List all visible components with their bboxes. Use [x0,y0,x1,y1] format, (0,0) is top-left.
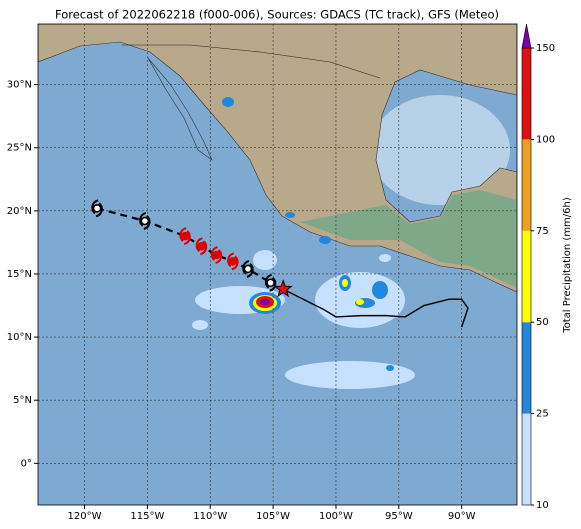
past-track [282,288,469,328]
map-area [38,24,517,505]
storm-symbol [139,211,151,230]
gulf-of-california [147,57,213,161]
colorbar-tick-label: 100 [536,134,555,145]
colorbar-segment [522,48,531,140]
y-tick-label: 15°N [7,269,32,280]
colorbar-tick-label: 10 [536,500,549,511]
x-tick-label: 90°W [448,511,476,522]
y-tick-label: 10°N [7,332,32,343]
storm-symbol [91,199,103,218]
border [122,44,381,79]
x-tick-label: 120°W [68,511,102,522]
y-tick-label: 0° [21,458,32,469]
storm-center [243,264,253,274]
storm-symbol [227,252,239,271]
storm-center [180,231,190,241]
storm-center [197,241,206,251]
land-vegetation [300,190,517,288]
y-tick-label: 25°N [7,143,32,154]
colorbar-tick-label: 150 [536,43,555,54]
colorbar-label: Total Precipitation (mm/6h) [562,197,573,334]
y-tick-label: 20°N [7,206,32,217]
storm-symbol [264,273,277,292]
graticule [38,24,517,505]
x-tick-label: 105°W [256,511,290,522]
x-tick-label: 100°W [319,511,353,522]
shallow-water [370,95,510,205]
current-position [273,279,293,298]
x-tick-label: 110°W [193,511,227,522]
storm-center [266,278,275,288]
colorbar-tick-label: 25 [536,409,549,420]
axes: 120°W 115°W 110°W 105°W 100°W 95°W 90°W 0° 5°N 10… [7,80,476,522]
storm-center [212,250,221,260]
storm-symbol [210,246,223,264]
colorbar-segment [522,230,531,323]
storm-symbol [242,259,254,278]
colorbar-tick-label: 75 [536,226,549,237]
colorbar-extend [521,23,532,49]
storm-center [92,204,102,213]
colorbar-tick-label: 50 [536,317,549,328]
colorbar-segment [522,139,531,231]
colorbar-frame [521,47,532,506]
storm-center [228,257,238,266]
map-title: Forecast of 2022062218 (f000-006), Sourc… [55,8,499,22]
colorbar: 10 25 50 75 100 150 [521,23,555,511]
storm-center [140,216,150,226]
storm-symbol [179,227,191,246]
y-tick-label: 30°N [7,80,32,91]
y-tick-label: 5°N [13,395,32,406]
x-tick-label: 115°W [130,511,164,522]
track [91,199,469,328]
storm-symbol [195,237,208,256]
map-frame [37,23,518,506]
colorbar-segment [522,322,531,414]
x-tick-label: 95°W [385,511,413,522]
colorbar-segment [522,413,531,505]
